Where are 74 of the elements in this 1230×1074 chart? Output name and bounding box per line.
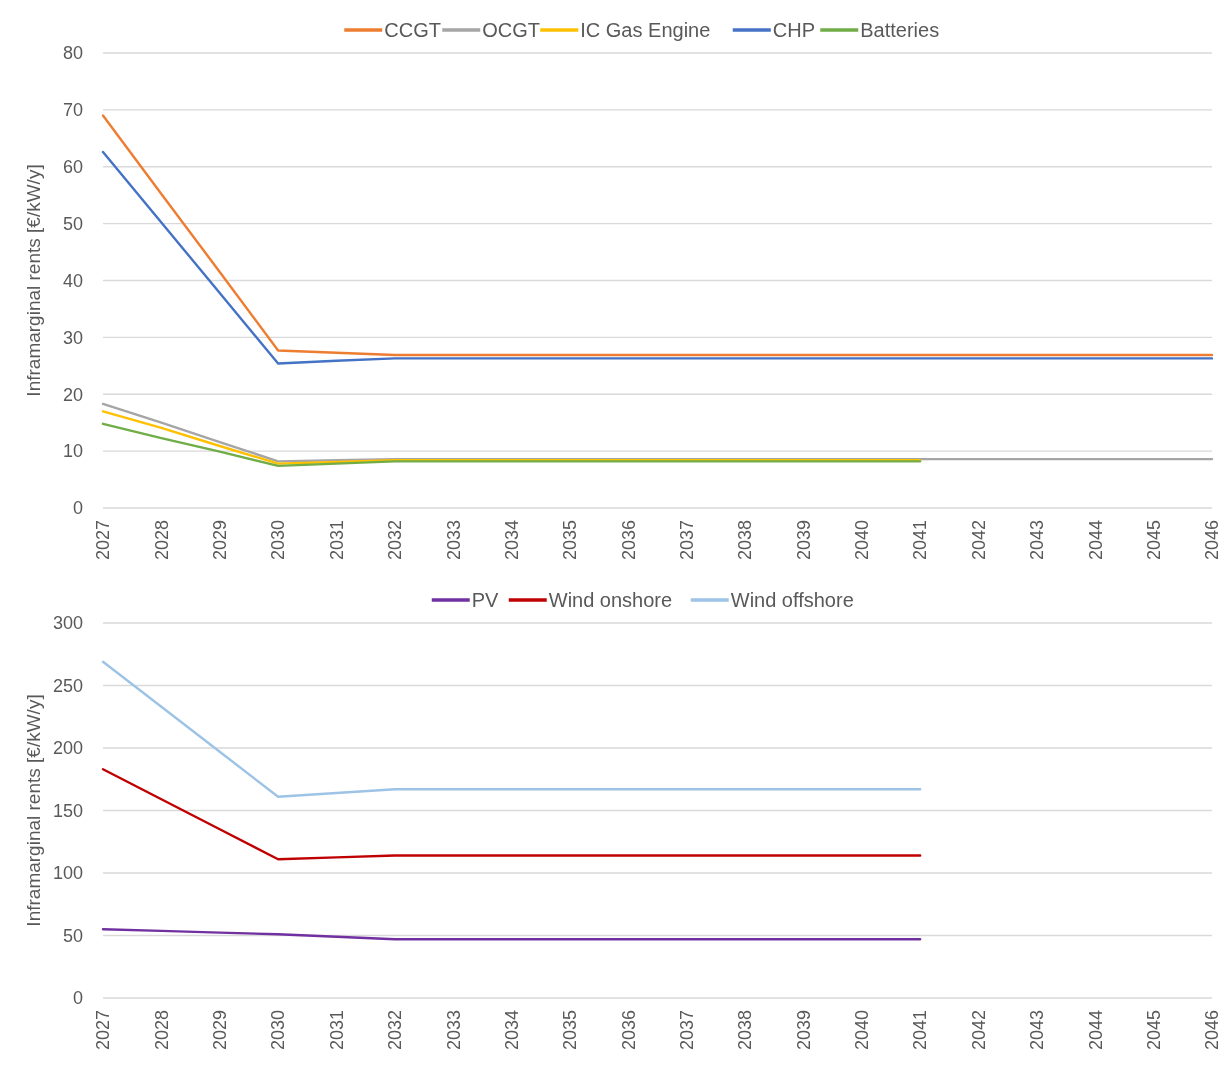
x-tick-label: 2044 [1085,520,1106,561]
y-tick-label: 200 [52,738,83,759]
y-tick-label: 50 [62,925,83,946]
y-tick-label: 10 [62,441,83,462]
legend-label: CCGT [384,19,441,41]
y-axis-title: Inframarginal rents [€/kW/y] [23,164,44,397]
x-tick-label: 2046 [1202,520,1223,561]
x-tick-label: 2041 [910,1010,931,1051]
legend-label: Wind offshore [730,589,854,611]
x-tick-label: 2027 [93,520,114,561]
y-tick-label: 20 [62,384,83,405]
x-tick-label: 2031 [326,1010,347,1051]
legend-label: OCGT [482,19,541,41]
line-series [101,928,922,941]
x-tick-label: 2035 [560,520,581,561]
y-tick-label: 40 [62,270,83,291]
x-tick-label: 2032 [385,1010,406,1051]
x-tick-label: 2046 [1202,1010,1223,1051]
y-tick-label: 70 [62,100,83,121]
x-tick-label: 2040 [852,520,873,561]
x-tick-label: 2037 [676,1010,697,1051]
x-tick-label: 2039 [793,520,814,561]
x-tick-label: 2045 [1143,520,1164,561]
x-tick-label: 2035 [560,1010,581,1051]
x-tick-label: 2034 [501,1010,522,1051]
x-tick-label: 2030 [268,520,289,561]
x-tick-label: 2033 [443,1010,464,1051]
x-tick-label: 2029 [210,520,231,561]
x-tick-label: 2042 [968,520,989,561]
x-tick-label: 2033 [443,520,464,561]
line-series [101,410,922,465]
x-tick-label: 2043 [1027,1010,1048,1051]
y-tick-label: 80 [62,43,83,64]
y-tick-label: 30 [62,327,83,348]
legend-label: IC Gas Engine [580,19,711,41]
line-series [101,114,1214,357]
y-tick-label: 50 [62,213,83,234]
x-tick-label: 2028 [151,1010,172,1051]
x-tick-label: 2045 [1143,1010,1164,1051]
y-tick-label: 0 [72,988,83,1009]
legend-label: PV [471,589,500,611]
y-axis-title: Inframarginal rents [€/kW/y] [23,694,44,927]
x-tick-label: 2040 [852,1010,873,1051]
legend-label: Batteries [860,19,940,41]
x-tick-label: 2027 [93,1010,114,1051]
line-series [101,402,1214,463]
x-tick-label: 2038 [735,1010,756,1051]
x-tick-label: 2036 [618,1010,639,1051]
y-tick-label: 60 [62,157,83,178]
legend-label: CHP [772,19,815,41]
line-series [101,422,922,468]
y-tick-label: 250 [52,675,83,696]
x-tick-label: 2044 [1085,1010,1106,1051]
y-tick-label: 300 [52,613,83,634]
y-tick-label: 100 [52,863,83,884]
y-tick-label: 0 [72,498,83,519]
x-tick-label: 2042 [968,1010,989,1051]
y-tick-label: 150 [52,800,83,821]
x-tick-label: 2029 [210,1010,231,1051]
x-tick-label: 2038 [735,520,756,561]
x-tick-label: 2037 [676,520,697,561]
x-tick-label: 2041 [910,520,931,561]
line-series [101,768,922,861]
x-tick-label: 2028 [151,520,172,561]
x-tick-label: 2030 [268,1010,289,1051]
x-tick-label: 2036 [618,520,639,561]
x-tick-label: 2034 [501,520,522,561]
legend-label: Wind onshore [548,589,673,611]
line-series [101,660,922,798]
line-series [101,150,1214,365]
x-tick-label: 2031 [326,520,347,561]
x-tick-label: 2039 [793,1010,814,1051]
x-tick-label: 2032 [385,520,406,561]
x-tick-label: 2043 [1027,520,1048,561]
